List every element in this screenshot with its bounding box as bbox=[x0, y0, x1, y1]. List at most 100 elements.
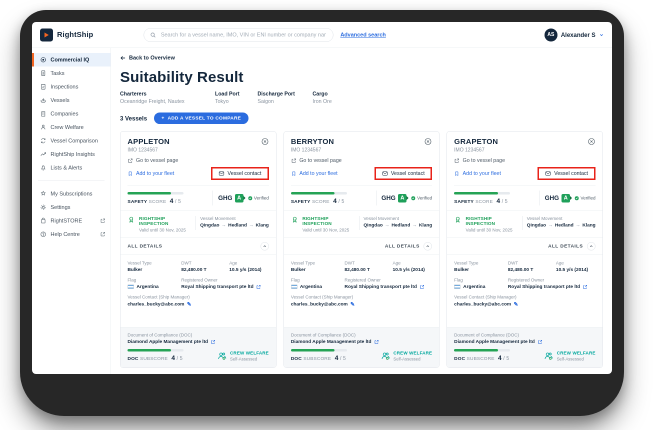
edit-pencil-icon[interactable]: ✎ bbox=[350, 301, 355, 308]
doc-subscore-bar bbox=[127, 349, 184, 352]
doc-subscore-bar bbox=[454, 349, 511, 352]
movement-stop: Hedland bbox=[228, 222, 247, 229]
detail-flag: Flag Argentina bbox=[127, 277, 159, 290]
external-link-icon[interactable] bbox=[211, 339, 216, 344]
sidebar: Commercial IQ Tasks Inspections Vessels … bbox=[32, 48, 111, 374]
divider bbox=[522, 216, 523, 230]
sidebar-item-my-subscriptions[interactable]: My Subscriptions bbox=[32, 187, 111, 201]
sidebar-item-rightship-insights[interactable]: RightShip Insights bbox=[32, 148, 111, 162]
sidebar-item-vessel-comparison[interactable]: Vessel Comparison bbox=[32, 134, 111, 148]
advanced-search-link[interactable]: Advanced search bbox=[340, 31, 386, 38]
edit-pencil-icon[interactable]: ✎ bbox=[513, 301, 519, 308]
add-vessel-button[interactable]: + ADD A VESSEL TO COMPARE bbox=[154, 112, 249, 124]
sidebar-item-crew-welfare[interactable]: Crew Welfare bbox=[32, 121, 111, 135]
check-circle-icon bbox=[248, 196, 253, 201]
sidebar-item-companies[interactable]: Companies bbox=[32, 107, 111, 121]
detail-registered-owner: Registered Owner Royal Shipping transpor… bbox=[508, 278, 596, 290]
sidebar-item-help-centre[interactable]: Help Centre bbox=[32, 228, 111, 242]
check-circle-icon bbox=[574, 196, 579, 201]
back-label: Back to Overview bbox=[129, 55, 175, 61]
arrow-right-icon: → bbox=[548, 222, 553, 229]
detail-age: Age 10.5 y/s (2014) bbox=[229, 260, 262, 273]
go-to-vessel-page-link[interactable]: Go to vessel page bbox=[454, 158, 595, 164]
inspection-medal-icon bbox=[128, 216, 136, 224]
add-to-fleet-link[interactable]: Add to your fleet bbox=[454, 171, 501, 177]
movement-stop: Klang bbox=[418, 222, 433, 229]
edit-pencil-icon[interactable]: ✎ bbox=[186, 301, 192, 308]
sidebar-item-commercial-iq[interactable]: Commercial IQ bbox=[32, 53, 111, 67]
back-to-overview-link[interactable]: Back to Overview bbox=[120, 55, 603, 61]
sidebar-item-label: Tasks bbox=[50, 70, 65, 77]
sidebar-divider bbox=[38, 180, 105, 181]
go-to-vessel-page-link[interactable]: Go to vessel page bbox=[291, 158, 432, 164]
close-icon[interactable] bbox=[588, 138, 596, 146]
external-link-icon bbox=[100, 218, 106, 224]
sidebar-item-label: RightSTORE bbox=[50, 217, 83, 224]
back-arrow-icon bbox=[120, 55, 126, 61]
safety-score-bar bbox=[454, 191, 511, 195]
vessel-cards: APPLETON IMO 1234567 Go to vessel page bbox=[120, 131, 604, 368]
external-link-icon[interactable] bbox=[583, 284, 588, 289]
movement-stop: Qingdao bbox=[200, 222, 220, 229]
safety-score: SAFETY SCORE 4 / 5 bbox=[454, 191, 534, 204]
search-box[interactable] bbox=[143, 27, 334, 42]
all-details-toggle[interactable]: ALL DETAILS bbox=[447, 238, 603, 255]
sidebar-item-label: Vessel Comparison bbox=[50, 137, 98, 144]
sidebar-item-settings[interactable]: Settings bbox=[32, 201, 111, 215]
sidebar-item-lists-alerts[interactable]: Lists & Alerts bbox=[32, 161, 111, 175]
detail-dwt: DWT 82,480.00 T bbox=[181, 260, 207, 273]
vessel-contact-button[interactable]: Vessel contact bbox=[542, 170, 591, 177]
detail-dwt: DWT 82,480.00 T bbox=[507, 260, 534, 273]
detail-vessel-type: Vessel Type Bulker bbox=[127, 260, 152, 273]
chevron-up-icon[interactable] bbox=[260, 242, 269, 251]
chevron-down-icon bbox=[599, 32, 604, 37]
safety-score: SAFETY SCORE 4 / 5 bbox=[127, 191, 208, 204]
go-to-vessel-page-link[interactable]: Go to vessel page bbox=[128, 158, 269, 164]
chevron-up-icon[interactable] bbox=[587, 242, 596, 251]
external-link-icon[interactable] bbox=[419, 284, 424, 289]
rightship-logo-icon bbox=[40, 28, 53, 42]
annotation-highlight: Vessel contact bbox=[537, 167, 596, 180]
divider bbox=[539, 190, 540, 206]
divider bbox=[212, 190, 214, 206]
all-details-toggle[interactable]: ALL DETAILS bbox=[120, 238, 276, 255]
crew-people-icon bbox=[217, 352, 227, 361]
app-window: RightShip Advanced search AS Alexander S… bbox=[32, 22, 612, 374]
sidebar-item-label: My Subscriptions bbox=[50, 190, 93, 197]
ghg-rating-badge: A bbox=[561, 193, 572, 203]
sidebar-item-vessels[interactable]: Vessels bbox=[32, 94, 111, 108]
sidebar-item-rightstore[interactable]: RightSTORE bbox=[32, 214, 111, 228]
ghg-verified: Verified bbox=[411, 196, 432, 201]
chevron-up-icon[interactable] bbox=[423, 242, 433, 251]
ghg-rating: GHG A Verified bbox=[218, 193, 269, 203]
detail-flag: Flag Argentina bbox=[290, 277, 323, 290]
search-input[interactable] bbox=[159, 31, 327, 39]
inspection-info: RIGHTSHIP INSPECTION Valid until 30 Nov,… bbox=[466, 216, 519, 233]
vessel-details: Vessel Type Bulker DWT 82,480.00 T Age 1… bbox=[121, 255, 276, 313]
rightship-insights-icon bbox=[40, 151, 47, 158]
ghg-rating: GHG A Verified bbox=[381, 193, 433, 203]
vessel-contact-button[interactable]: Vessel contact bbox=[215, 170, 264, 177]
external-link-icon[interactable] bbox=[374, 339, 379, 344]
add-to-fleet-link[interactable]: Add to your fleet bbox=[291, 171, 338, 177]
vessel-contact-button[interactable]: Vessel contact bbox=[379, 170, 428, 177]
external-link-icon[interactable] bbox=[256, 284, 261, 289]
brand-name: RightShip bbox=[57, 30, 94, 40]
add-to-fleet-link[interactable]: Add to your fleet bbox=[128, 171, 174, 177]
user-menu[interactable]: AS Alexander S bbox=[544, 28, 604, 42]
doc-section: Document of Compliance (DOC) Diamond App… bbox=[447, 327, 603, 368]
detail-vessel-contact: Vessel Contact (Ship Manager) charles_bu… bbox=[127, 294, 192, 308]
annotation-highlight: Vessel contact bbox=[210, 167, 269, 180]
sidebar-item-inspections[interactable]: Inspections bbox=[32, 80, 111, 94]
crew-welfare-status: Self-Assessed bbox=[393, 356, 421, 362]
crew-welfare: CREW WELFARE Self-Assessed bbox=[380, 351, 432, 362]
external-link-icon[interactable] bbox=[537, 339, 542, 344]
close-icon[interactable] bbox=[424, 138, 432, 146]
all-details-toggle[interactable]: ALL DETAILS bbox=[283, 238, 440, 255]
settings-icon bbox=[40, 204, 47, 211]
arrow-right-icon: → bbox=[412, 222, 417, 229]
inspection-info: RIGHTSHIP INSPECTION Valid until 30 Nov,… bbox=[139, 216, 192, 233]
sidebar-item-tasks[interactable]: Tasks bbox=[32, 67, 111, 81]
meta-discharge-port: Discharge Port Saigon bbox=[257, 91, 295, 105]
close-icon[interactable] bbox=[261, 138, 269, 146]
